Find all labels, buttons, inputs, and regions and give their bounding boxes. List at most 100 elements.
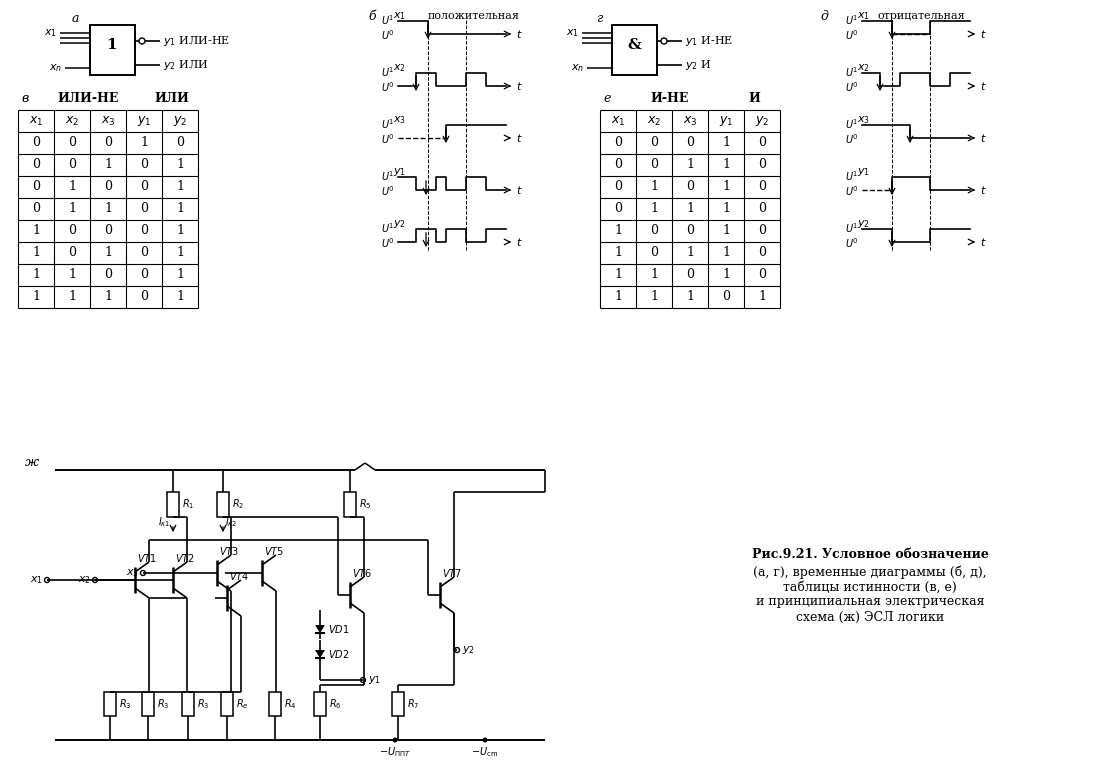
Text: $-U_{\text{cm}}$: $-U_{\text{cm}}$	[471, 745, 499, 759]
Text: 0: 0	[140, 158, 148, 171]
Text: $t$: $t$	[516, 28, 522, 40]
Text: 1: 1	[649, 268, 658, 281]
Text: $t$: $t$	[979, 184, 986, 196]
Text: $VT7$: $VT7$	[442, 567, 462, 579]
Text: $x_1$: $x_1$	[610, 115, 625, 128]
Text: 1: 1	[722, 268, 730, 281]
Text: 0: 0	[68, 247, 76, 260]
Text: $y_2$: $y_2$	[462, 644, 475, 656]
Text: 0: 0	[32, 202, 40, 215]
Text: $R_{1}$: $R_{1}$	[182, 497, 194, 511]
Bar	[104, 692, 116, 716]
Text: $U^1$: $U^1$	[846, 117, 859, 131]
Text: $R_{7}$: $R_{7}$	[407, 697, 420, 711]
Text: $R_{5}$: $R_{5}$	[359, 497, 372, 511]
Polygon shape	[315, 625, 325, 633]
Text: $y_1$: $y_1$	[137, 114, 152, 128]
Text: 1: 1	[68, 202, 76, 215]
Text: 1: 1	[722, 180, 730, 193]
Text: 0: 0	[176, 137, 184, 150]
Text: 0: 0	[140, 225, 148, 238]
Text: $U^1$: $U^1$	[381, 117, 395, 131]
Text: 1: 1	[68, 180, 76, 193]
Text: 1: 1	[104, 290, 113, 303]
Text: 0: 0	[140, 290, 148, 303]
Text: $R_{3}$: $R_{3}$	[119, 697, 131, 711]
Text: $x_1$: $x_1$	[566, 27, 579, 39]
Text: 1: 1	[614, 268, 622, 281]
Bar	[90, 25, 135, 75]
Text: 1: 1	[68, 290, 76, 303]
Text: $t$: $t$	[516, 132, 522, 144]
Text: 1: 1	[614, 247, 622, 260]
Text: $y_1$ И-НЕ: $y_1$ И-НЕ	[685, 34, 733, 48]
Text: 1: 1	[32, 268, 40, 281]
Text: $R_{6}$: $R_{6}$	[329, 697, 342, 711]
Text: и принципиальная электрическая: и принципиальная электрическая	[755, 595, 985, 608]
Text: 0: 0	[140, 180, 148, 193]
Bar	[612, 25, 657, 75]
Text: 1: 1	[686, 202, 694, 215]
Text: 0: 0	[68, 158, 76, 171]
Text: 0: 0	[614, 180, 622, 193]
Text: 1: 1	[758, 290, 766, 303]
Text: 0: 0	[758, 180, 766, 193]
Bar	[392, 692, 404, 716]
Text: 0: 0	[758, 158, 766, 171]
Text: 1: 1	[104, 158, 113, 171]
Text: $x_n$: $x_n$	[570, 62, 584, 74]
Text: 0: 0	[140, 202, 148, 215]
Text: $t$: $t$	[979, 80, 986, 92]
Text: $VT1$: $VT1$	[137, 552, 157, 564]
Text: 1: 1	[68, 268, 76, 281]
Text: $I_{\kappa1}$: $I_{\kappa1}$	[158, 515, 172, 529]
Text: $R_{2}$: $R_{2}$	[232, 497, 244, 511]
Text: 1: 1	[32, 225, 40, 238]
Text: $U^1$: $U^1$	[846, 65, 859, 79]
Text: $I_{\kappa2}$: $I_{\kappa2}$	[225, 515, 237, 529]
Text: 0: 0	[758, 202, 766, 215]
Text: Рис.9.21. Условное обозначение: Рис.9.21. Условное обозначение	[752, 549, 988, 562]
Text: $U^0$: $U^0$	[846, 80, 859, 94]
Text: $U^1$: $U^1$	[381, 65, 395, 79]
Bar	[167, 492, 179, 517]
Text: $x_3$: $x_3$	[683, 115, 697, 128]
Text: $y_2$: $y_2$	[857, 218, 870, 230]
Text: $U^1$: $U^1$	[846, 13, 859, 27]
Text: 1: 1	[176, 290, 184, 303]
Text: $VD1$: $VD1$	[328, 623, 350, 635]
Text: $VT6$: $VT6$	[352, 567, 372, 579]
Text: 1: 1	[722, 202, 730, 215]
Text: $t$: $t$	[979, 132, 986, 144]
Text: $y_2$: $y_2$	[393, 218, 405, 230]
Text: $y_2$: $y_2$	[173, 114, 187, 128]
Text: 0: 0	[649, 137, 658, 150]
Text: в: в	[21, 92, 28, 105]
Text: $t$: $t$	[516, 184, 522, 196]
Text: $x_3$: $x_3$	[126, 567, 139, 579]
Text: таблицы истинности (в, е): таблицы истинности (в, е)	[783, 581, 957, 594]
Text: И: И	[749, 92, 760, 105]
Text: $U^1$: $U^1$	[381, 13, 395, 27]
Text: $t$: $t$	[979, 28, 986, 40]
Text: $U^0$: $U^0$	[846, 132, 859, 146]
Text: ИЛИ-НЕ: ИЛИ-НЕ	[57, 92, 119, 105]
Text: 1: 1	[686, 158, 694, 171]
Text: 0: 0	[68, 137, 76, 150]
Text: $U^0$: $U^0$	[381, 184, 395, 198]
Text: отрицательная: отрицательная	[877, 11, 965, 21]
Bar	[314, 692, 326, 716]
Text: $U^1$: $U^1$	[381, 169, 395, 183]
Text: $x_1$: $x_1$	[29, 115, 43, 128]
Text: $x_n$: $x_n$	[49, 62, 62, 74]
Text: $VT3$: $VT3$	[219, 545, 240, 557]
Text: 0: 0	[32, 158, 40, 171]
Text: 1: 1	[176, 247, 184, 260]
Text: 0: 0	[722, 290, 730, 303]
Text: $x_2$: $x_2$	[393, 62, 405, 74]
Text: 1: 1	[104, 247, 113, 260]
Text: $y_2$ ИЛИ: $y_2$ ИЛИ	[163, 58, 208, 72]
Text: $t$: $t$	[516, 80, 522, 92]
Text: $U^1$: $U^1$	[846, 221, 859, 235]
Text: $x_1$: $x_1$	[857, 10, 870, 22]
